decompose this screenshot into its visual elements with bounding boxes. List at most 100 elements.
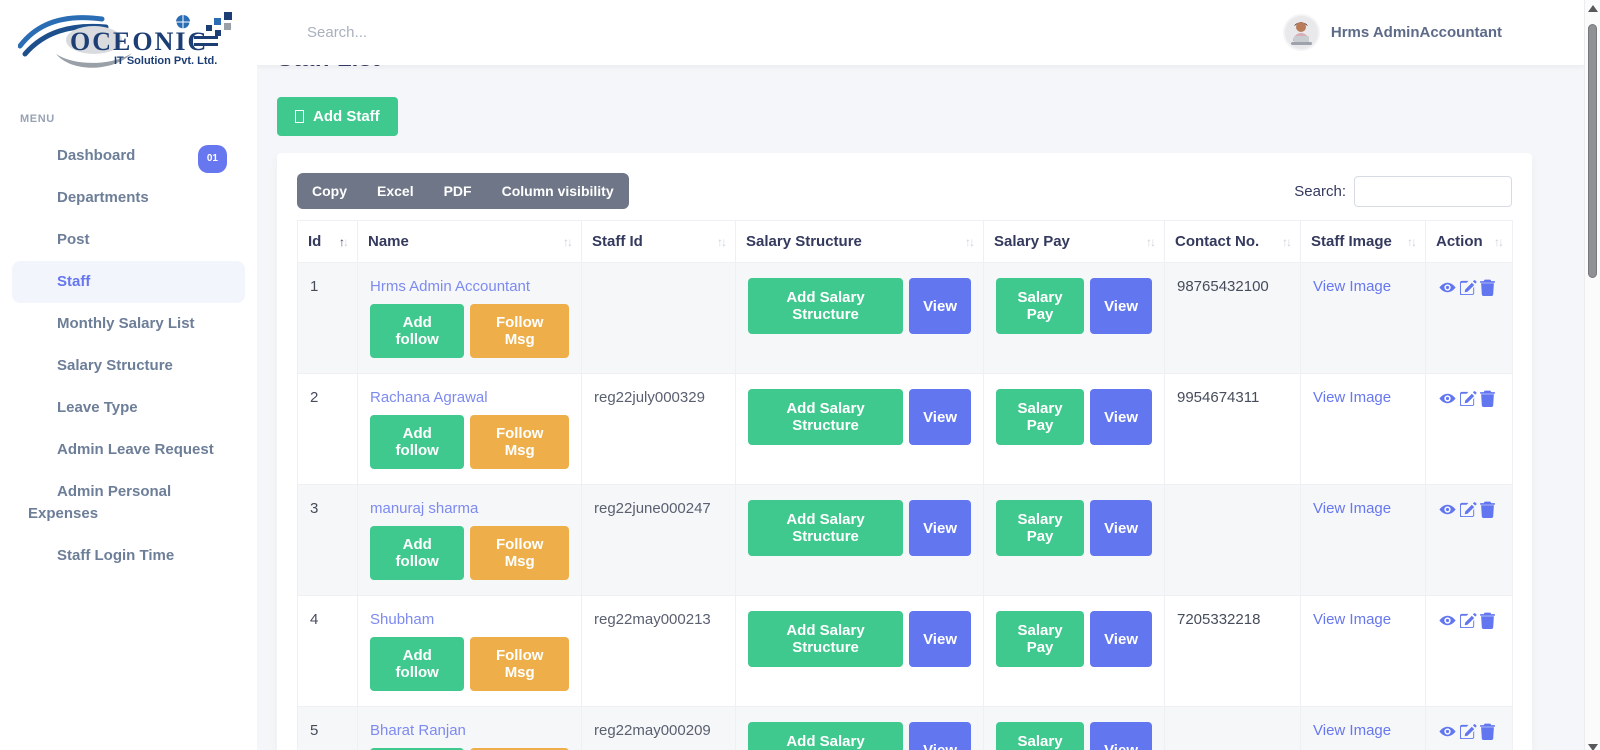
add-follow-button[interactable]: Add follow	[370, 637, 464, 691]
sidebar-item-dashboard[interactable]: Dashboard 01	[0, 135, 257, 177]
sidebar-menu: Dashboard 01 Departments Post Staff Mont…	[0, 135, 257, 577]
scroll-up-arrow-icon[interactable]	[1588, 5, 1598, 12]
staff-name-link[interactable]: Rachana Agrawal	[370, 389, 488, 406]
sidebar-item-admin-leave-request[interactable]: Admin Leave Request	[0, 429, 257, 471]
user-avatar[interactable]	[1283, 14, 1320, 51]
brand-logo[interactable]: OCEONIC IT Solution Pvt. Ltd.	[0, 0, 257, 79]
cell-salary-pay: Salary Pay View	[984, 707, 1165, 750]
column-header-id[interactable]: Id↑↓	[298, 221, 358, 263]
salary-pay-view-button[interactable]: View	[1090, 500, 1152, 556]
salary-pay-view-button[interactable]: View	[1090, 611, 1152, 667]
column-header-staff-id[interactable]: Staff Id↑↓	[582, 221, 736, 263]
cell-contact: 9954674311	[1165, 374, 1301, 485]
table-search-input[interactable]	[1354, 176, 1512, 207]
salary-pay-button[interactable]: Salary Pay	[996, 500, 1084, 556]
staff-name-link[interactable]: Shubham	[370, 611, 434, 628]
follow-msg-button[interactable]: Follow Msg	[470, 526, 569, 580]
add-salary-structure-button[interactable]: Add Salary Structure	[748, 500, 903, 556]
salary-pay-view-button[interactable]: View	[1090, 389, 1152, 445]
export-excel-button[interactable]: Excel	[362, 173, 429, 209]
add-follow-button[interactable]: Add follow	[370, 304, 464, 358]
sidebar-item-admin-personal-expenses[interactable]: Admin Personal Expenses	[0, 471, 257, 535]
salary-structure-view-button[interactable]: View	[909, 389, 971, 445]
delete-trash-icon[interactable]	[1480, 501, 1495, 518]
view-image-link[interactable]: View Image	[1313, 500, 1391, 517]
column-header-staff-image[interactable]: Staff Image↑↓	[1301, 221, 1426, 263]
cell-id: 2	[298, 374, 358, 485]
sidebar-item-departments[interactable]: Departments	[0, 177, 257, 219]
salary-pay-button[interactable]: Salary Pay	[996, 722, 1084, 750]
view-eye-icon[interactable]	[1438, 723, 1457, 740]
add-salary-structure-button[interactable]: Add Salary Structure	[748, 278, 903, 334]
export-pdf-button[interactable]: PDF	[429, 173, 487, 209]
browser-scrollbar[interactable]	[1584, 0, 1600, 750]
sort-arrows-icon: ↑↓	[1494, 235, 1502, 249]
cell-salary-pay: Salary Pay View	[984, 485, 1165, 596]
edit-pencil-icon[interactable]	[1460, 390, 1477, 407]
staff-name-link[interactable]: Bharat Ranjan	[370, 722, 466, 739]
salary-structure-view-button[interactable]: View	[909, 500, 971, 556]
add-salary-structure-button[interactable]: Add Salary Structure	[748, 722, 903, 750]
column-header-salary-structure[interactable]: Salary Structure↑↓	[736, 221, 984, 263]
view-image-link[interactable]: View Image	[1313, 722, 1391, 739]
delete-trash-icon[interactable]	[1480, 612, 1495, 629]
cell-name: manuraj sharma Add follow Follow Msg	[358, 485, 582, 596]
add-follow-button[interactable]: Add follow	[370, 526, 464, 580]
column-header-action[interactable]: Action↑↓	[1426, 221, 1513, 263]
edit-pencil-icon[interactable]	[1460, 501, 1477, 518]
plus-placeholder-icon	[295, 110, 304, 123]
topbar: Hrms AdminAccountant	[257, 0, 1584, 65]
scrollbar-thumb[interactable]	[1588, 24, 1597, 278]
follow-msg-button[interactable]: Follow Msg	[470, 304, 569, 358]
follow-msg-button[interactable]: Follow Msg	[470, 415, 569, 469]
global-search-input[interactable]	[307, 24, 727, 41]
column-header-salary-pay[interactable]: Salary Pay↑↓	[984, 221, 1165, 263]
sidebar-item-label: Admin Leave Request	[57, 441, 214, 458]
salary-pay-button[interactable]: Salary Pay	[996, 278, 1084, 334]
staff-name-link[interactable]: Hrms Admin Accountant	[370, 278, 530, 295]
edit-pencil-icon[interactable]	[1460, 612, 1477, 629]
delete-trash-icon[interactable]	[1480, 723, 1495, 740]
salary-pay-button[interactable]: Salary Pay	[996, 611, 1084, 667]
follow-msg-button[interactable]: Follow Msg	[470, 637, 569, 691]
view-eye-icon[interactable]	[1438, 612, 1457, 629]
cell-staff-id: reg22may000209	[582, 707, 736, 750]
column-header-name[interactable]: Name↑↓	[358, 221, 582, 263]
user-menu[interactable]: Hrms AdminAccountant	[1283, 14, 1502, 51]
cell-staff-image: View Image	[1301, 263, 1426, 374]
delete-trash-icon[interactable]	[1480, 279, 1495, 296]
salary-pay-view-button[interactable]: View	[1090, 278, 1152, 334]
salary-structure-view-button[interactable]: View	[909, 722, 971, 750]
scroll-down-arrow-icon[interactable]	[1588, 744, 1598, 750]
salary-pay-view-button[interactable]: View	[1090, 722, 1152, 750]
edit-pencil-icon[interactable]	[1460, 279, 1477, 296]
view-image-link[interactable]: View Image	[1313, 278, 1391, 295]
export-column-visibility-button[interactable]: Column visibility	[487, 173, 629, 209]
cell-id: 4	[298, 596, 358, 707]
column-header-contact-no-[interactable]: Contact No.↑↓	[1165, 221, 1301, 263]
export-copy-button[interactable]: Copy	[297, 173, 362, 209]
sidebar-item-salary-structure[interactable]: Salary Structure	[0, 345, 257, 387]
delete-trash-icon[interactable]	[1480, 390, 1495, 407]
sidebar-item-leave-type[interactable]: Leave Type	[0, 387, 257, 429]
view-eye-icon[interactable]	[1438, 501, 1457, 518]
sidebar-item-staff[interactable]: Staff	[12, 261, 245, 303]
add-staff-button[interactable]: Add Staff	[277, 97, 398, 136]
edit-pencil-icon[interactable]	[1460, 723, 1477, 740]
add-salary-structure-button[interactable]: Add Salary Structure	[748, 389, 903, 445]
sidebar-item-monthly-salary-list[interactable]: Monthly Salary List	[0, 303, 257, 345]
view-image-link[interactable]: View Image	[1313, 389, 1391, 406]
view-image-link[interactable]: View Image	[1313, 611, 1391, 628]
view-eye-icon[interactable]	[1438, 390, 1457, 407]
add-follow-button[interactable]: Add follow	[370, 415, 464, 469]
sidebar-item-staff-login-time[interactable]: Staff Login Time	[0, 535, 257, 577]
add-salary-structure-button[interactable]: Add Salary Structure	[748, 611, 903, 667]
view-eye-icon[interactable]	[1438, 279, 1457, 296]
salary-structure-view-button[interactable]: View	[909, 278, 971, 334]
staff-name-link[interactable]: manuraj sharma	[370, 500, 478, 517]
sidebar-item-post[interactable]: Post	[0, 219, 257, 261]
cell-contact: 7205332218	[1165, 596, 1301, 707]
salary-pay-button[interactable]: Salary Pay	[996, 389, 1084, 445]
salary-structure-view-button[interactable]: View	[909, 611, 971, 667]
table-row: 2 Rachana Agrawal Add follow Follow Msg …	[298, 374, 1513, 485]
